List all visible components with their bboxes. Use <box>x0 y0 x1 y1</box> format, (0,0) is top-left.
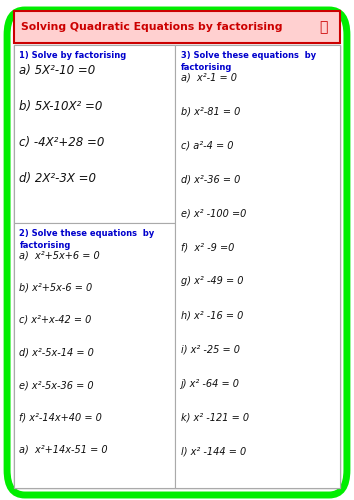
Text: a)  x²+14x-51 = 0: a) x²+14x-51 = 0 <box>19 445 108 455</box>
Text: e) x²-5x-36 = 0: e) x²-5x-36 = 0 <box>19 380 94 390</box>
Text: 3) Solve these equations  by
factorising: 3) Solve these equations by factorising <box>181 51 316 72</box>
Text: b) 5X-10X² =0: b) 5X-10X² =0 <box>19 100 103 113</box>
FancyBboxPatch shape <box>14 12 340 42</box>
Text: 1) Solve by factorising: 1) Solve by factorising <box>19 51 127 60</box>
Text: 2) Solve these equations  by
factorising: 2) Solve these equations by factorising <box>19 228 155 250</box>
Text: a)  x²+5x+6 = 0: a) x²+5x+6 = 0 <box>19 250 100 260</box>
Bar <box>14 45 340 488</box>
Bar <box>14 222 175 488</box>
Text: c) x²+x-42 = 0: c) x²+x-42 = 0 <box>19 315 92 325</box>
Text: ⧖: ⧖ <box>320 20 328 34</box>
Text: e) x² -100 =0: e) x² -100 =0 <box>181 208 246 218</box>
Text: f)  x² -9 =0: f) x² -9 =0 <box>181 242 234 252</box>
Text: b) x²+5x-6 = 0: b) x²+5x-6 = 0 <box>19 282 93 292</box>
Text: i) x² -25 = 0: i) x² -25 = 0 <box>181 344 240 354</box>
Text: g) x² -49 = 0: g) x² -49 = 0 <box>181 276 243 286</box>
Bar <box>14 45 175 222</box>
Text: f) x²-14x+40 = 0: f) x²-14x+40 = 0 <box>19 412 102 422</box>
Text: h) x² -16 = 0: h) x² -16 = 0 <box>181 310 243 320</box>
Text: l) x² -144 = 0: l) x² -144 = 0 <box>181 446 246 456</box>
Text: c) -4X²+28 =0: c) -4X²+28 =0 <box>19 136 105 149</box>
FancyBboxPatch shape <box>7 10 347 495</box>
Text: d) 2X²-3X =0: d) 2X²-3X =0 <box>19 172 97 185</box>
Text: j) x² -64 = 0: j) x² -64 = 0 <box>181 378 240 388</box>
Text: k) x² -121 = 0: k) x² -121 = 0 <box>181 412 249 422</box>
Text: a) 5X²-10 =0: a) 5X²-10 =0 <box>19 64 96 77</box>
Text: a)  x²-1 = 0: a) x²-1 = 0 <box>181 72 236 83</box>
Text: d) x²-5x-14 = 0: d) x²-5x-14 = 0 <box>19 348 95 358</box>
Text: c) a²-4 = 0: c) a²-4 = 0 <box>181 140 233 150</box>
Text: d) x²-36 = 0: d) x²-36 = 0 <box>181 174 240 184</box>
Text: Solving Quadratic Equations by factorising: Solving Quadratic Equations by factorisi… <box>21 22 283 32</box>
Text: b) x²-81 = 0: b) x²-81 = 0 <box>181 106 240 117</box>
Bar <box>175 45 340 488</box>
